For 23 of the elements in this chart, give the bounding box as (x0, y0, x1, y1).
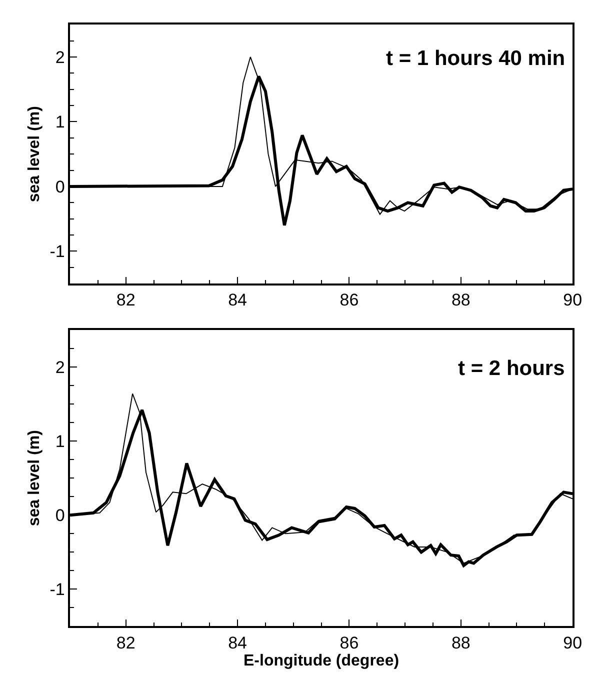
x-tick-label: 86 (340, 290, 359, 310)
y-axis-title: sea level (m) (26, 106, 44, 202)
y-tick-label: 0 (55, 177, 65, 196)
y-tick-label: 2 (55, 358, 65, 378)
x-tick-label: 82 (116, 290, 136, 310)
x-tick-label: 82 (116, 633, 136, 652)
y-tick-label: -1 (50, 580, 65, 600)
x-tick-label: 90 (563, 290, 582, 310)
y-tick-label: 2 (55, 48, 65, 67)
y-axis-title: sea level (m) (26, 430, 44, 526)
x-tick-label: 90 (563, 633, 582, 652)
x-tick-label: 84 (228, 290, 247, 310)
x-tick-label: 88 (451, 290, 470, 310)
x-tick-label: 88 (451, 633, 470, 652)
y-tick-label: -1 (50, 242, 65, 262)
x-tick-label: 86 (340, 633, 359, 652)
x-axis-title: E-longitude (degree) (244, 652, 400, 670)
y-tick-label: 0 (55, 506, 65, 526)
y-tick-label: 1 (55, 432, 65, 452)
annotation: t = 1 hours 40 min (386, 47, 566, 70)
y-tick-label: 1 (55, 112, 65, 132)
annotation: t = 2 hours (458, 357, 565, 380)
x-tick-label: 84 (228, 633, 247, 652)
